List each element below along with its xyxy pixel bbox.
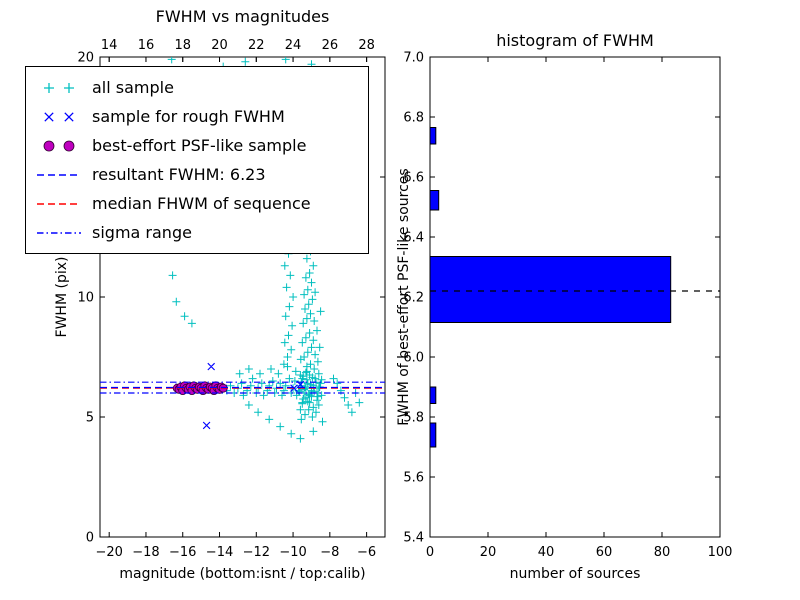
reference-lines [100,381,385,394]
svg-text:24: 24 [285,38,302,53]
svg-text:26: 26 [322,38,339,53]
svg-text:0: 0 [86,531,94,546]
svg-text:−8: −8 [320,545,339,560]
dashed-line-icon [34,194,84,214]
svg-text:0: 0 [426,545,434,560]
scatter-title: FWHM vs magnitudes [155,7,330,26]
dashdot-line-icon [34,223,84,243]
svg-text:−6: −6 [357,545,376,560]
axes-frame [429,56,721,538]
series-psf-sample [172,381,228,396]
svg-text:80: 80 [654,545,671,560]
legend-label: sample for rough FWHM [92,107,285,126]
legend-item-median-fwhm: median FHWM of sequence [34,189,360,218]
svg-text:20: 20 [77,51,94,66]
dot-markers-icon [34,136,84,156]
svg-text:−12: −12 [243,545,270,560]
legend-item-rough-fwhm: sample for rough FWHM [34,102,360,131]
svg-text:28: 28 [358,38,375,53]
svg-text:20: 20 [480,545,497,560]
legend-label: median FHWM of sequence [92,194,311,213]
svg-text:20: 20 [211,38,228,53]
hist-bar [429,190,440,211]
histogram-title: histogram of FWHM [496,31,654,50]
legend-item-psf-sample: best-effort PSF-like sample [34,131,360,160]
legend-label: resultant FWHM: 6.23 [92,165,266,184]
hist-bar [429,386,437,404]
svg-text:−16: −16 [169,545,196,560]
svg-text:−20: −20 [95,545,122,560]
svg-text:5.4: 5.4 [403,531,424,546]
hist-bar [429,256,672,323]
legend-label: all sample [92,78,174,97]
svg-text:100: 100 [708,545,733,560]
histogram-xlabel: number of sources [509,566,641,582]
legend: all sample sample for rough FWHM best-ef… [25,66,369,254]
svg-text:10: 10 [77,291,94,306]
svg-text:5: 5 [86,411,94,426]
histogram-ylabel: FWHM of best-effort PSF-like sources [396,168,412,426]
plus-markers-icon [34,78,84,98]
hist-bar [429,127,437,145]
svg-text:60: 60 [596,545,613,560]
svg-text:16: 16 [138,38,155,53]
legend-item-all-sample: all sample [34,73,360,102]
svg-text:6.8: 6.8 [403,111,424,126]
svg-text:−14: −14 [206,545,233,560]
svg-text:5.6: 5.6 [403,471,424,486]
hist-bar [429,422,437,448]
svg-text:18: 18 [174,38,191,53]
legend-item-resultant-fwhm: resultant FWHM: 6.23 [34,160,360,189]
series-rough-fwhm [175,362,305,430]
svg-text:14: 14 [101,38,118,53]
svg-text:7.0: 7.0 [403,51,424,66]
histogram-bars [429,127,672,448]
legend-item-sigma-range: sigma range [34,218,360,247]
scatter-xlabel: magnitude (bottom:isnt / top:calib) [119,566,366,582]
x-markers-icon [34,107,84,127]
svg-text:40: 40 [538,545,555,560]
svg-text:−18: −18 [132,545,159,560]
dashed-line-icon [34,165,84,185]
scatter-ylabel: FWHM (pix) [54,256,70,338]
svg-text:22: 22 [248,38,265,53]
svg-text:−10: −10 [279,545,306,560]
legend-label: sigma range [92,223,192,242]
legend-label: best-effort PSF-like sample [92,136,307,155]
